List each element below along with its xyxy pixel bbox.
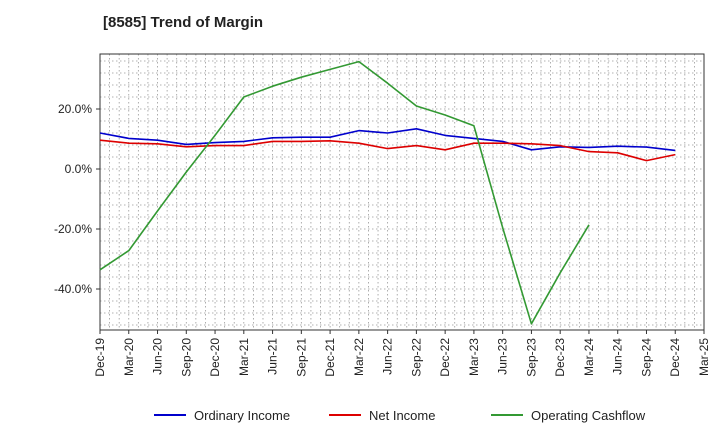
x-tick-label: Jun-24 — [611, 338, 625, 375]
x-tick-label: Dec-19 — [93, 338, 107, 377]
plot-frame — [99, 53, 705, 331]
x-tick-label: Dec-22 — [438, 338, 452, 377]
x-tick-label: Mar-23 — [467, 338, 481, 376]
chart-title: [8585] Trend of Margin — [103, 14, 264, 31]
x-tick-label: Mar-20 — [122, 338, 136, 376]
x-tick-label: Sep-21 — [294, 338, 308, 377]
y-tick-label: 20.0% — [58, 102, 92, 116]
y-tick-label: -40.0% — [54, 282, 92, 296]
series-lines — [99, 60, 676, 325]
x-tick-label: Jun-23 — [496, 338, 510, 375]
y-axis: 20.0% 0.0% -20.0% -40.0% — [54, 102, 100, 296]
x-tick-label: Dec-21 — [323, 338, 337, 377]
x-tick-label: Mar-21 — [237, 338, 251, 376]
series-line-ordinary-income — [99, 128, 676, 152]
x-tick-label: Sep-24 — [639, 338, 653, 377]
y-tick-label: -20.0% — [54, 222, 92, 236]
x-tick-label: Sep-20 — [179, 338, 193, 377]
x-tick-label: Jun-22 — [381, 338, 395, 375]
legend-label: Net Income — [369, 408, 435, 423]
x-tick-label: Sep-23 — [524, 338, 538, 377]
x-tick-label: Mar-22 — [352, 338, 366, 376]
x-tick-label: Dec-20 — [208, 338, 222, 377]
x-tick-label: Mar-24 — [582, 338, 596, 376]
series-line-operating-cashflow — [99, 60, 590, 325]
x-tick-label: Mar-25 — [697, 338, 711, 376]
x-tick-label: Dec-24 — [668, 338, 682, 377]
x-tick-label: Jun-21 — [266, 338, 280, 375]
x-tick-label: Sep-22 — [409, 338, 423, 377]
series-line-net-income — [99, 139, 676, 162]
legend-label: Ordinary Income — [194, 408, 290, 423]
x-tick-label: Dec-23 — [553, 338, 567, 377]
legend-label: Operating Cashflow — [531, 408, 646, 423]
legend: Ordinary Income Net Income Operating Cashf… — [154, 408, 646, 423]
x-tick-label: Jun-20 — [151, 338, 165, 375]
y-tick-label: 0.0% — [65, 162, 93, 176]
x-axis: Dec-19 Mar-20 Jun-20 Sep-20 Dec-20 Mar-21 Jun-… — [93, 330, 711, 377]
grid-lines — [99, 54, 705, 330]
